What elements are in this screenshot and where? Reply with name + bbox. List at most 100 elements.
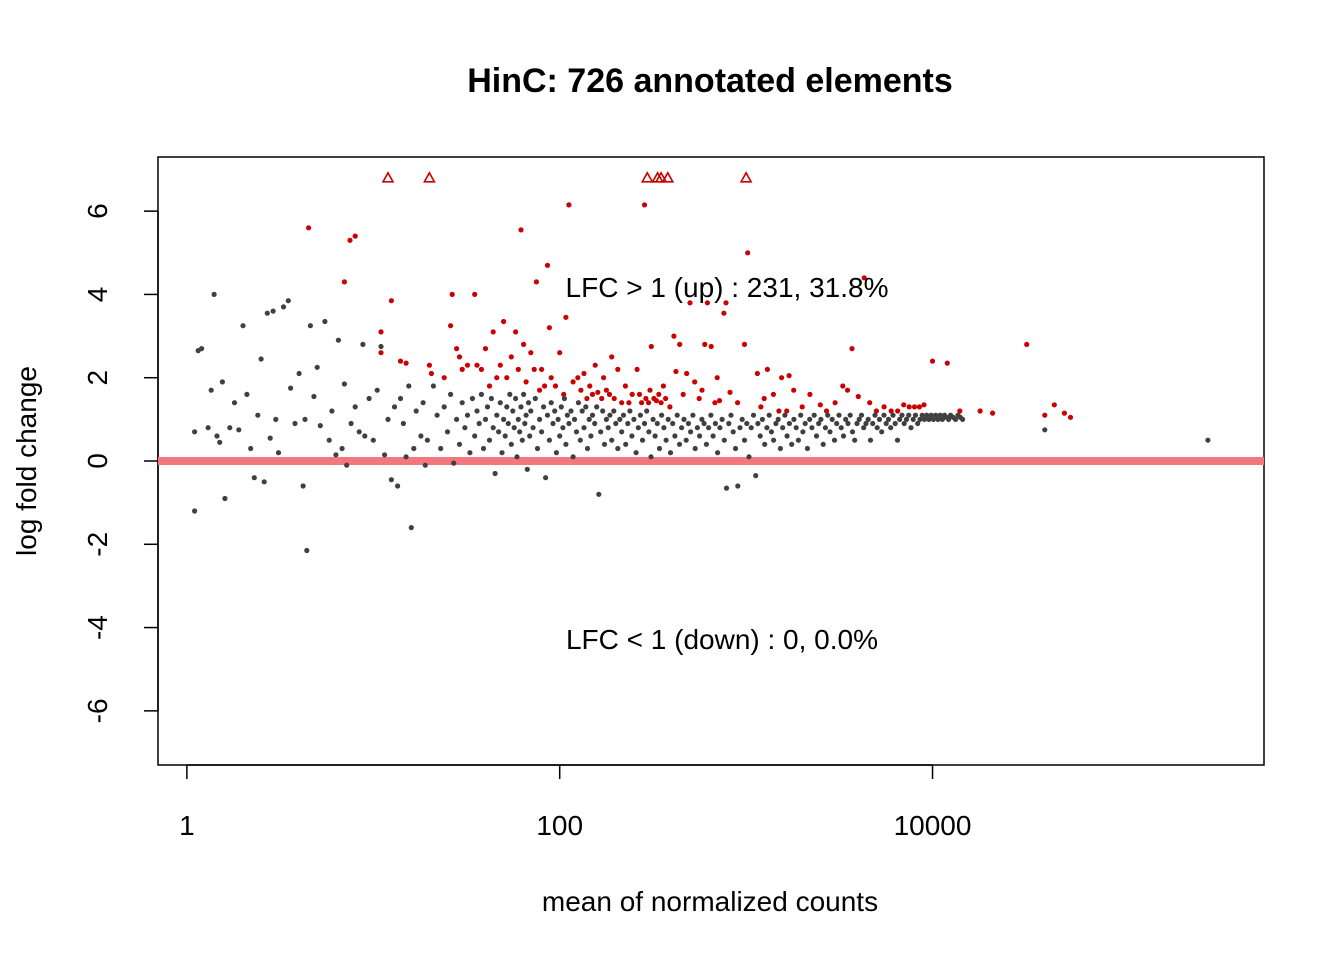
data-point: [656, 445, 663, 452]
data-point: [619, 400, 625, 406]
data-point: [888, 408, 894, 414]
data-point: [482, 346, 489, 352]
data-point: [564, 412, 571, 418]
data-point: [583, 404, 589, 410]
data-point: [813, 433, 820, 439]
data-point: [845, 420, 851, 427]
data-point: [620, 412, 627, 418]
data-point: [1042, 412, 1048, 418]
data-point: [660, 383, 667, 389]
data-point: [759, 416, 766, 422]
data-point: [474, 408, 480, 414]
data-point: [879, 429, 885, 435]
data-point: [924, 412, 930, 418]
data-point: [728, 412, 734, 418]
data-point: [543, 475, 549, 481]
data-point: [881, 412, 887, 418]
x-axis-label: mean of normalized counts: [542, 886, 878, 917]
data-point: [275, 450, 282, 456]
data-point: [735, 483, 741, 489]
data-point: [910, 416, 916, 422]
data-point: [717, 425, 723, 431]
data-point: [258, 356, 264, 362]
data-point: [454, 416, 460, 422]
data-point: [732, 445, 739, 452]
data-point: [492, 470, 498, 477]
data-point: [518, 404, 524, 410]
data-point: [873, 408, 880, 414]
data-point: [251, 475, 257, 481]
data-point: [764, 366, 771, 372]
data-point: [448, 323, 454, 329]
data-point: [758, 404, 764, 410]
data-point: [486, 383, 493, 389]
data-point: [876, 416, 883, 422]
data-point: [449, 291, 455, 297]
data-point: [552, 383, 559, 389]
data-point: [737, 425, 743, 431]
data-point: [831, 437, 838, 443]
data-point: [523, 379, 529, 385]
data-point: [192, 508, 198, 514]
data-point: [817, 402, 823, 408]
data-point: [677, 341, 683, 347]
data-point: [629, 391, 635, 397]
data-point: [659, 412, 665, 418]
data-point: [809, 425, 815, 431]
data-point: [786, 373, 792, 379]
data-point: [505, 420, 511, 427]
data-point: [816, 420, 822, 427]
data-point: [712, 400, 718, 406]
data-point: [622, 383, 629, 389]
data-point: [641, 420, 648, 427]
data-point: [488, 395, 494, 402]
data-point: [360, 341, 366, 347]
data-point: [514, 454, 520, 460]
data-point: [521, 341, 527, 347]
data-point: [685, 420, 692, 427]
data-point: [820, 441, 826, 447]
data-point: [840, 433, 847, 439]
data-point: [849, 346, 855, 352]
data-point: [856, 416, 862, 422]
data-point: [928, 412, 934, 418]
data-point: [497, 362, 503, 368]
data-point: [261, 479, 267, 485]
data-point: [454, 346, 460, 352]
data-point: [550, 420, 556, 427]
data-point: [944, 360, 950, 366]
data-point: [977, 408, 983, 414]
data-point: [573, 429, 580, 435]
data-point: [557, 433, 563, 439]
data-point: [541, 404, 547, 410]
data-point: [603, 416, 610, 422]
data-point: [684, 370, 690, 377]
data-point: [566, 420, 572, 427]
data-point: [335, 337, 341, 343]
data-point: [688, 429, 694, 435]
data-point: [341, 381, 347, 387]
data-point: [422, 462, 428, 468]
data-point: [444, 429, 451, 435]
data-point: [341, 279, 347, 285]
data-point: [861, 425, 867, 431]
data-point: [388, 298, 394, 304]
data-point: [674, 412, 680, 418]
data-point: [199, 346, 205, 352]
data-point: [656, 391, 662, 397]
data-point: [561, 391, 567, 397]
data-point: [782, 412, 788, 418]
data-point: [699, 387, 705, 393]
data-point: [322, 318, 328, 325]
data-point: [703, 441, 710, 447]
data-point: [798, 412, 804, 418]
data-point: [699, 416, 705, 422]
data-point: [807, 391, 813, 397]
x-tick-label: 1: [179, 810, 195, 841]
data-point: [370, 437, 376, 443]
data-point: [418, 433, 424, 439]
data-point: [356, 429, 362, 435]
data-point: [362, 433, 368, 439]
data-point: [811, 412, 817, 418]
data-point: [490, 329, 496, 335]
